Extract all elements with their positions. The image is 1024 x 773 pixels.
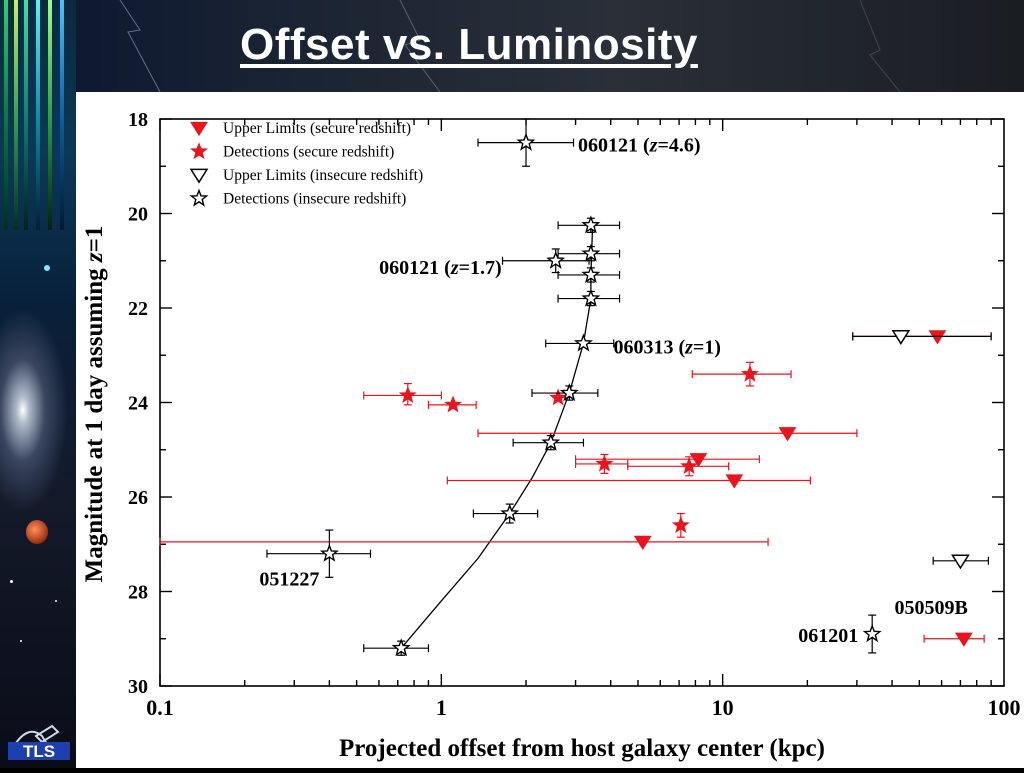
legend-marker: [190, 142, 208, 160]
title-banner: [0, 0, 1024, 92]
y-tick-label: 28: [128, 582, 148, 604]
x-tick-label: 10: [712, 695, 734, 720]
decorative-sidebar: [0, 0, 76, 768]
data-point: [546, 250, 566, 269]
data-point: [680, 456, 699, 474]
x-tick-label: 100: [988, 695, 1021, 720]
data-point: [319, 543, 339, 562]
data-point: [541, 432, 561, 451]
y-axis-label: Magnitude at 1 day assuming z=1: [81, 226, 108, 583]
telescope-dome-icon: TLS: [8, 724, 70, 761]
data-point: [573, 333, 594, 352]
legend-label: Detections (insecure redshift): [223, 191, 406, 208]
legend: Upper Limits (secure redshift) Detections…: [189, 120, 423, 208]
curve-line: [400, 225, 594, 649]
slide-title: Offset vs. Luminosity: [240, 20, 698, 69]
y-tick-label: 26: [128, 487, 148, 509]
legend-label: Detections (secure redshift): [223, 144, 394, 161]
data-point: [671, 516, 690, 533]
lightning-background: [119, 0, 901, 92]
x-tick-label: 1: [436, 695, 447, 720]
data-point: [689, 453, 708, 468]
data-point: [951, 554, 970, 570]
fit-curve: [400, 225, 594, 649]
data-point: [725, 474, 744, 489]
chart: 0.1 1 10 100 18 20 22 24 26 28 30 Projected offse…: [81, 109, 1021, 762]
annotation-label: 050509B: [895, 597, 968, 619]
x-axis-label: Projected offset from host galaxy center…: [339, 735, 825, 762]
annotation-label: 061201: [798, 625, 858, 647]
y-tick-labels: 18 20 22 24 26 28 30: [128, 109, 148, 698]
data-point: [398, 385, 417, 404]
y-tick-label: 22: [128, 298, 148, 320]
axis-ticks: [159, 118, 1004, 687]
annotations: 060121 (z=4.6) 060121 (z=1.7) 060313 (z=1)…: [259, 135, 967, 647]
x-tick-labels: 0.1 1 10 100: [146, 695, 1020, 720]
data-point: [862, 624, 882, 643]
data-point: [581, 264, 601, 284]
x-tick-label: 0.1: [146, 695, 174, 720]
legend-marker: [189, 188, 209, 207]
y-tick-label: 20: [128, 204, 148, 226]
data-points: [159, 118, 992, 657]
data-point: [516, 132, 536, 151]
annotation-label: 060121 (z=1.7): [379, 257, 502, 279]
plot-panel: 0.1 1 10 100 18 20 22 24 26 28 30 Projected offse…: [76, 92, 1024, 768]
data-point: [391, 638, 411, 657]
data-point: [581, 215, 601, 234]
annotation-label: 060313 (z=1): [613, 336, 721, 358]
data-point: [928, 330, 947, 345]
legend-label: Upper Limits (secure redshift): [223, 120, 411, 137]
data-point: [559, 383, 579, 402]
y-tick-label: 18: [128, 109, 148, 131]
data-point: [444, 395, 462, 413]
annotation-label: 060121 (z=4.6): [578, 135, 701, 157]
annotation-label: 051227: [259, 569, 319, 591]
data-point: [595, 454, 614, 472]
data-point: [891, 330, 911, 345]
tls-logo: TLS: [8, 722, 70, 761]
legend-marker: [189, 168, 209, 184]
legend-label: Upper Limits (insecure redshift): [223, 167, 423, 184]
legend-marker: [190, 121, 208, 137]
data-point: [954, 632, 973, 647]
data-point: [581, 243, 601, 262]
data-point: [778, 427, 797, 442]
data-point: [740, 364, 759, 382]
data-point: [500, 503, 520, 522]
data-point: [633, 535, 652, 551]
data-point: [549, 388, 568, 406]
data-point: [581, 288, 601, 307]
y-tick-label: 30: [128, 676, 148, 698]
y-tick-label: 24: [128, 393, 148, 415]
logo-text: TLS: [23, 742, 55, 760]
